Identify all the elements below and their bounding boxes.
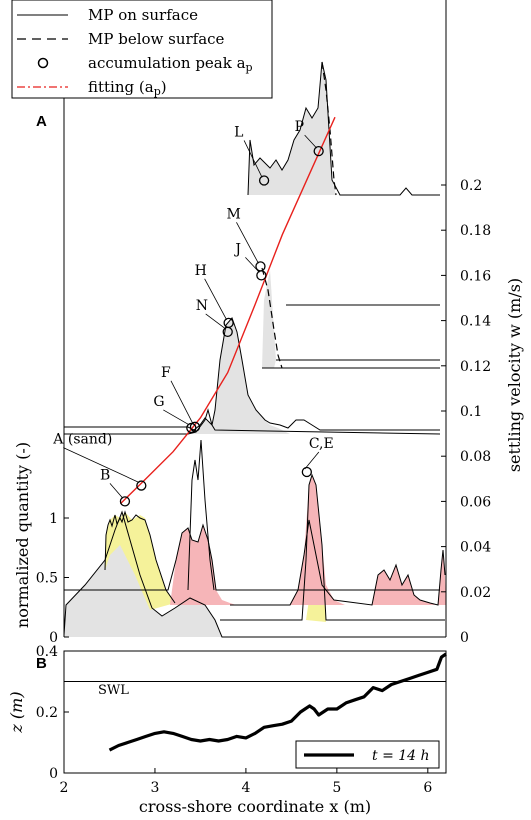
peak-label: F (161, 365, 171, 381)
legend-item-peak: accumulation peak ap (88, 54, 253, 74)
pink-fill-right1 (372, 565, 435, 605)
peak-label: G (153, 394, 164, 410)
legend: MP on surface MP below surface accumulat… (11, 0, 273, 99)
legend-item-surface: MP on surface (88, 6, 198, 24)
curve-b-grey (63, 510, 445, 638)
a-right-tick-label: 0.18 (460, 223, 491, 239)
peak-leader (304, 451, 320, 470)
a-right-tick-label: 0.12 (460, 359, 491, 375)
a-left-tick-label: 0 (49, 630, 58, 646)
curve-ce (220, 473, 445, 621)
a-left-tick-label: 0.5 (36, 571, 58, 587)
ylabel-left: normalized quantity (-) (13, 442, 32, 628)
peak-label: J (233, 241, 241, 257)
panel-b-label: B (36, 655, 47, 672)
peak-label: H (195, 263, 207, 279)
grey-fill-l (248, 62, 336, 195)
peak-leader (63, 447, 140, 483)
a-right-tick-label: 0.16 (460, 268, 491, 284)
peak-leader (205, 313, 226, 330)
a-right-tick-label: 0.04 (460, 540, 491, 556)
peak-leader (236, 222, 259, 264)
peak-leader (109, 483, 124, 499)
legend-item-below: MP below surface (88, 30, 225, 48)
peak-marker (256, 270, 267, 281)
distribution-curves (63, 61, 446, 638)
a-right-tick-label: 0.14 (460, 314, 491, 330)
peak-label: P (295, 119, 304, 135)
fitting-curve (119, 116, 336, 505)
a-right-tick-label: 0.06 (460, 494, 491, 510)
bed-profile-line (108, 652, 447, 752)
peak-marker (255, 261, 266, 272)
pink-fill-f (170, 525, 236, 605)
peak-label: M (226, 206, 240, 222)
b-x-tick-label: 4 (241, 780, 250, 796)
legend-circle-icon (37, 57, 49, 69)
peak-marker (119, 496, 131, 507)
a-ticks-left: 00.51 (36, 511, 69, 646)
a-right-tick-label: 0.08 (460, 449, 491, 465)
peak-marker (136, 480, 147, 491)
peak-leader (163, 409, 190, 426)
legend-item-fitting: fitting (ap) (88, 78, 167, 98)
ylabel-right: settling velocity w (m/s) (505, 278, 524, 472)
b-ticks: 0 0.2 0.4 2 3 4 5 6 (36, 644, 433, 796)
curve-m-dashed (261, 267, 283, 369)
peak-label: C,E (309, 436, 334, 452)
grey-fill-b (64, 512, 222, 637)
a-left-tick-label: 1 (49, 511, 58, 527)
curve-f (64, 523, 440, 591)
a-right-tick-label: 0.1 (460, 404, 482, 420)
peak-leader (304, 134, 317, 149)
swl-label: SWL (98, 683, 129, 698)
a-right-tick-label: 0.02 (460, 585, 491, 601)
ylabel-b: z (m) (7, 691, 26, 733)
panel-a-label: A (36, 113, 47, 130)
curve-a-yellow (104, 510, 176, 604)
b-x-tick-label: 3 (150, 780, 159, 796)
b-x-tick-label: 2 (60, 780, 69, 796)
peak-label: N (196, 298, 208, 314)
peak-marker (222, 326, 233, 338)
peak-marker (301, 466, 312, 478)
yellow-fill-a (105, 512, 175, 610)
peak-marker (186, 422, 197, 434)
peak-label: B (100, 467, 110, 483)
grey-fill-g (188, 318, 290, 434)
curve-l (247, 61, 440, 196)
xlabel-b: cross-shore coordinate x (m) (139, 797, 371, 816)
peak-marker (258, 175, 270, 186)
peak-leader (170, 380, 194, 425)
peak-leader (204, 278, 227, 321)
curve-g (64, 317, 440, 431)
peak-label: L (234, 124, 243, 140)
panel-a: 00.51 00.020.040.060.080.10.120.140.160.… (13, 0, 524, 646)
peak-label: A (sand) (52, 432, 112, 448)
grey-fill-j (262, 270, 276, 368)
peak-markers: A (sand) B C,E FG H N J M L P (52, 119, 334, 507)
peak-marker (313, 145, 324, 157)
peak-leader (243, 140, 263, 178)
panel-b: 0 0.2 0.4 2 3 4 5 6 SWL t = 14 h B z (m) cross-… (7, 644, 447, 816)
b-x-tick-label: 6 (423, 780, 432, 796)
pink-fill-ce (290, 475, 345, 605)
curve-f-peak (187, 439, 215, 591)
panel-b-legend-label: t = 14 h (372, 748, 430, 764)
ylabel-right-text: settling velocity w (m/s) (505, 278, 524, 472)
curve-g-b (64, 408, 441, 435)
a-ticks-right: 0 0.02 0.04 0.06 0.08 0.1 0.12 0.14 0.16 0.18 0.2 (441, 178, 491, 646)
a-right-tick-label: 0 (460, 630, 469, 646)
curve-ce-b (230, 519, 446, 606)
a-right-tick-label: 0.2 (460, 178, 482, 194)
b-x-tick-label: 5 (332, 780, 341, 796)
b-y-tick-label: 0.2 (36, 705, 58, 721)
b-y-tick-label: 0 (49, 766, 58, 782)
b-y-tick-label: 0.4 (36, 644, 58, 660)
